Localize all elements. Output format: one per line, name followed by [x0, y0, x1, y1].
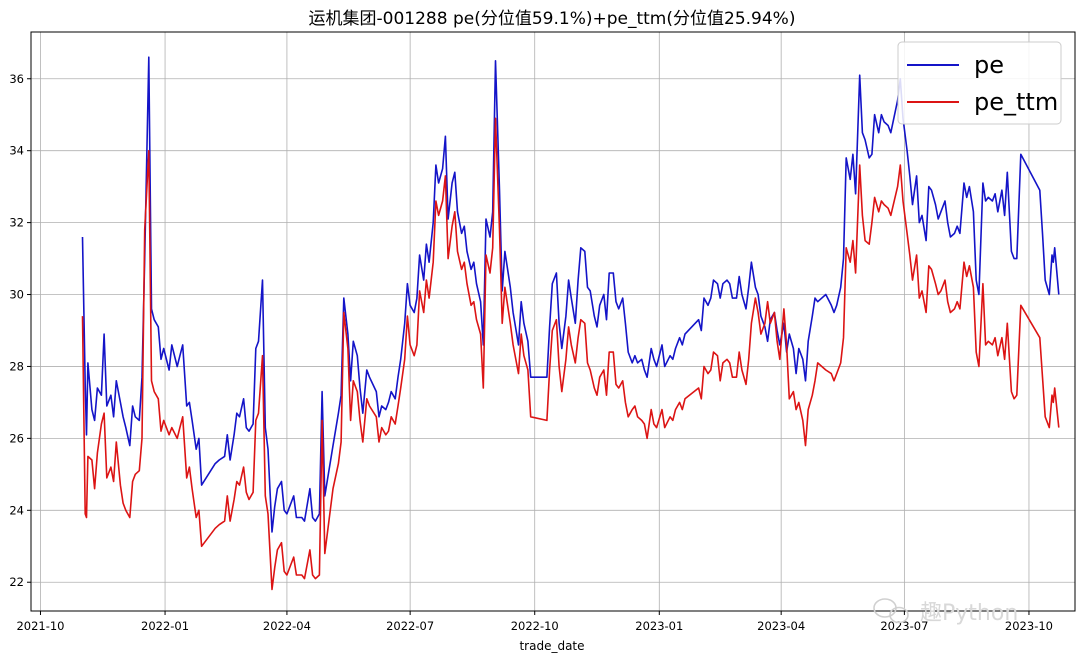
chart-title: 运机集团-001288 pe(分位值59.1%)+pe_ttm(分位值25.94…: [309, 9, 796, 29]
legend-label-pe: pe: [974, 51, 1004, 79]
x-tick-label: 2022-07: [386, 619, 434, 633]
series-lines: [81, 56, 1060, 591]
x-tick-label: 2023-04: [757, 619, 805, 633]
plot-frame: [30, 31, 1076, 612]
watermark-text: 趣Python: [920, 601, 1018, 626]
y-tick-label: 24: [9, 503, 24, 517]
x-axis-ticks: 2021-10 2022-01 2022-04 2022-07 2022-10 2023-…: [16, 611, 1053, 633]
series-line-pe-ttm: [81, 117, 1060, 591]
x-tick-label: 2023-01: [635, 619, 683, 633]
series-line-pe: [81, 56, 1060, 533]
legend-box: [897, 41, 1062, 125]
x-tick-label: 2023-07: [880, 619, 928, 633]
wechat-icon: [873, 598, 909, 624]
y-tick-label: 26: [9, 431, 24, 445]
x-tick-label: 2022-01: [141, 619, 189, 633]
y-axis-ticks: 22 24 26 28 30 32 34 36: [9, 72, 31, 589]
x-tick-label: 2022-04: [263, 619, 311, 633]
watermark: 趣Python: [873, 598, 1018, 626]
legend: pe pe_ttm: [897, 41, 1062, 125]
y-tick-label: 34: [9, 144, 24, 158]
legend-label-pe-ttm: pe_ttm: [974, 88, 1058, 116]
y-tick-label: 30: [9, 288, 24, 302]
x-tick-label: 2023-10: [1005, 619, 1053, 633]
x-tick-label: 2021-10: [16, 619, 64, 633]
y-tick-label: 36: [9, 72, 24, 86]
y-tick-label: 22: [9, 575, 24, 589]
x-tick-label: 2022-10: [511, 619, 559, 633]
x-axis-label: trade_date: [519, 639, 584, 653]
y-tick-label: 32: [9, 216, 24, 230]
y-tick-label: 28: [9, 359, 24, 373]
